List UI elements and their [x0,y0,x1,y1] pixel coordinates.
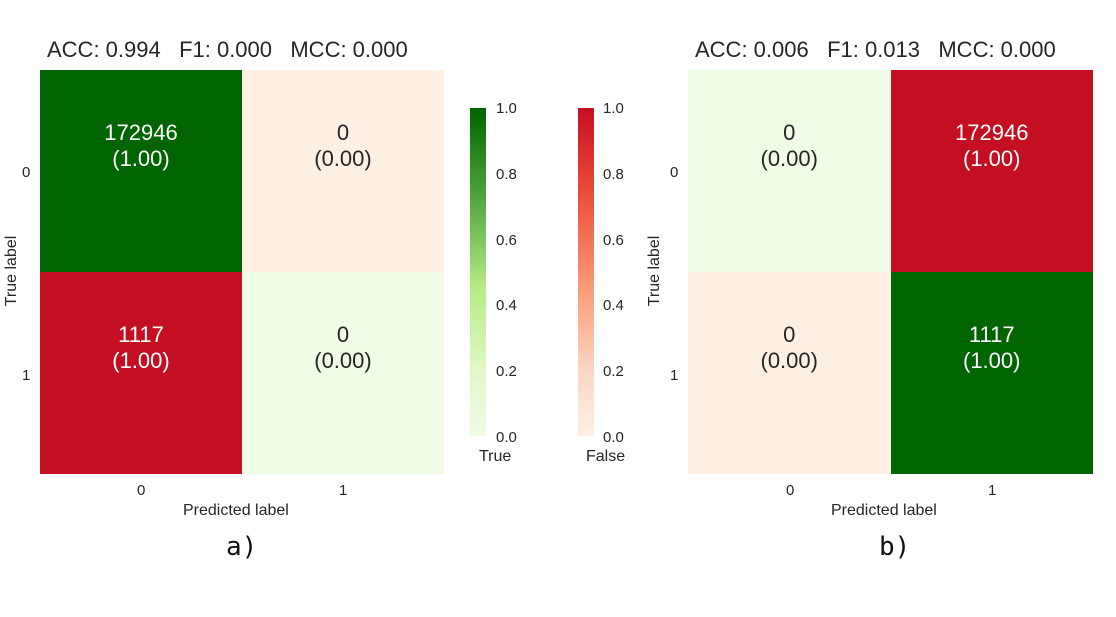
colorbar-true [470,108,486,436]
cell-fraction: (1.00) [112,348,170,373]
colorbar-true-tick-2: 0.6 [496,232,517,249]
colorbar-true-tick-5: 0.0 [496,429,517,446]
matrix-cell-r1-c0: 0 (0.00) [688,272,891,474]
panel-a-ytick-1: 1 [22,367,31,384]
matrix-cell-r1-c1: 0 (0.00) [242,272,444,474]
colorbar-false-tick-2: 0.6 [603,232,624,249]
matrix-cell-r1-c1: 1117 (1.00) [890,272,1093,474]
colorbar-false-label: False [586,448,626,465]
colorbar-false-tick-3: 0.4 [603,297,624,314]
cell-count: 172946 [955,120,1029,145]
cell-count: 0 [336,322,350,347]
panel-b-ytick-1: 1 [670,367,679,384]
panel-a-sublabel: a) [226,532,258,562]
matrix-cell-r0-c1: 0 (0.00) [242,70,444,272]
panel-b-sublabel: b) [879,532,911,562]
cell-fraction: (0.00) [760,348,818,373]
colorbar-true-tick-1: 0.8 [496,166,517,183]
cell-count: 172946 [104,120,178,145]
panel-a-ytick-0: 0 [22,164,31,181]
colorbar-true-tick-3: 0.4 [496,297,517,314]
cell-fraction: (0.00) [760,146,818,171]
cell-count: 1117 [968,322,1015,347]
matrix-cell-r0-c0: 172946 (1.00) [40,70,242,272]
cell-fraction: (0.00) [314,348,372,373]
panel-a-xtick-1: 1 [339,482,348,499]
cell-fraction: (1.00) [112,146,170,171]
panel-b-xtick-1: 1 [988,482,997,499]
colorbar-false-tick-0: 1.0 [603,100,624,117]
cell-fraction: (1.00) [963,146,1021,171]
panel-b-matrix: 0 (0.00) 172946 (1.00) 0 (0.00) 1117 (1.00) [688,70,1093,474]
colorbar-true-tick-0: 1.0 [496,100,517,117]
matrix-cell-r1-c0: 1117 (1.00) [40,272,242,474]
colorbar-false [578,108,594,436]
panel-b-ytick-0: 0 [670,164,679,181]
matrix-cell-r0-c1: 172946 (1.00) [890,70,1093,272]
panel-a-xlabel: Predicted label [183,502,289,519]
cell-fraction: (1.00) [963,348,1021,373]
cell-count: 0 [336,120,350,145]
cell-count: 1117 [118,322,164,347]
colorbar-true-label: True [479,448,512,465]
cell-count: 0 [783,120,796,145]
panel-a-matrix: 172946 (1.00) 0 (0.00) 1117 (1.00) 0 (0.00) [40,70,444,474]
matrix-cell-r0-c0: 0 (0.00) [688,70,891,272]
panel-a-ylabel: True label [3,235,20,307]
panel-b-title: ACC: 0.006 F1: 0.013 MCC: 0.000 [695,37,1056,62]
panel-b: ACC: 0.006 F1: 0.013 MCC: 0.000 0 (0.00) 1… [640,0,1116,617]
panel-b-xtick-0: 0 [786,482,795,499]
panel-b-xlabel: Predicted label [831,502,937,519]
panel-a-title: ACC: 0.994 F1: 0.000 MCC: 0.000 [47,37,408,62]
panel-a-xtick-0: 0 [137,482,146,499]
colorbar-false-tick-4: 0.2 [603,363,624,380]
panel-b-ylabel: True label [646,235,663,307]
cell-count: 0 [783,322,796,347]
cell-fraction: (0.00) [314,146,372,171]
panel-a: ACC: 0.994 F1: 0.000 MCC: 0.000 172946 (1… [0,0,450,617]
colorbar-true-tick-4: 0.2 [496,363,517,380]
colorbar-false-tick-1: 0.8 [603,166,624,183]
colorbar-false-tick-5: 0.0 [603,429,624,446]
